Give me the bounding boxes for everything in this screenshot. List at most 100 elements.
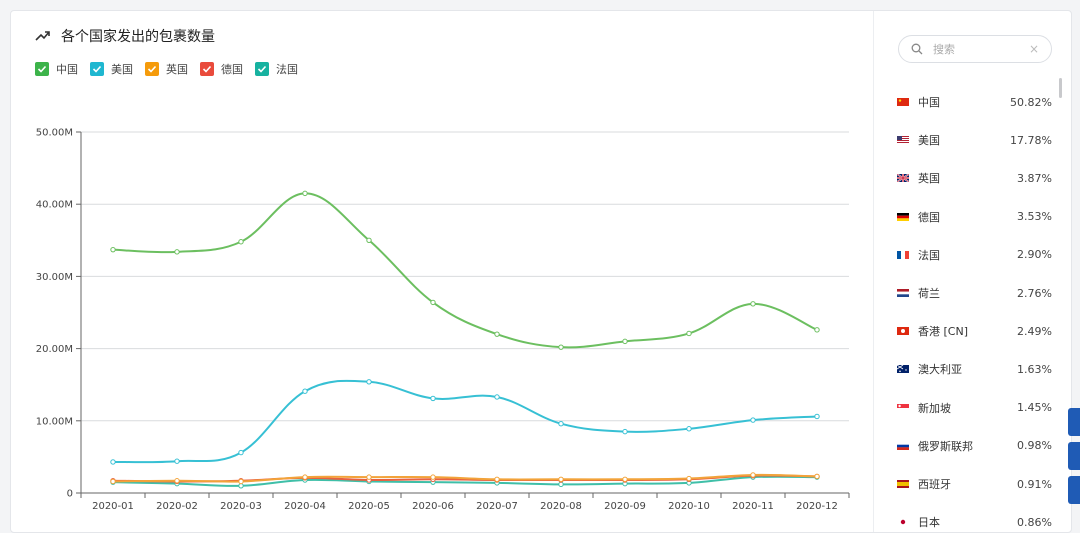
data-point[interactable] xyxy=(302,388,308,394)
data-point[interactable] xyxy=(558,344,564,350)
data-point[interactable] xyxy=(558,481,564,488)
data-point[interactable] xyxy=(174,249,180,255)
data-point[interactable] xyxy=(430,299,436,306)
data-point[interactable] xyxy=(494,476,500,482)
country-name: 西班牙 xyxy=(918,478,951,491)
country-row[interactable]: 法国 2.90% xyxy=(897,244,1052,266)
scrollbar-thumb[interactable] xyxy=(1059,78,1062,98)
country-row[interactable]: 中国 50.82% xyxy=(897,91,1052,113)
data-point[interactable] xyxy=(302,474,308,480)
country-percentage: 0.91% xyxy=(1017,477,1052,491)
checkbox-icon[interactable] xyxy=(35,62,49,76)
x-tick-label: 2020-09 xyxy=(604,501,646,512)
trend-icon xyxy=(35,31,50,41)
data-point[interactable] xyxy=(238,449,244,456)
flag-icon xyxy=(897,212,918,221)
data-point[interactable] xyxy=(430,395,436,402)
country-row[interactable]: 英国 3.87% xyxy=(897,167,1052,189)
y-tick-label: 50.00M xyxy=(36,128,73,139)
data-point[interactable] xyxy=(494,331,500,337)
checkbox-icon[interactable] xyxy=(255,62,269,76)
country-percentage: 2.49% xyxy=(1017,324,1052,338)
country-row[interactable]: 香港 [CN] 2.49% xyxy=(897,320,1052,342)
data-point[interactable] xyxy=(814,473,820,480)
legend-label: 美国 xyxy=(111,63,133,76)
data-point[interactable] xyxy=(238,478,244,485)
data-point[interactable] xyxy=(622,476,628,482)
chart-header: 各个国家发出的包裹数量 xyxy=(35,25,215,47)
data-point[interactable] xyxy=(366,237,372,244)
chart-legend: 中国 美国 英国 德国 法国 xyxy=(35,61,310,77)
flag-icon xyxy=(897,441,918,450)
y-tick-label: 0 xyxy=(67,489,73,500)
data-point[interactable] xyxy=(174,478,180,484)
data-point[interactable] xyxy=(238,239,244,245)
search-input[interactable] xyxy=(931,41,1025,57)
data-point[interactable] xyxy=(750,472,756,478)
country-name: 英国 xyxy=(918,172,940,186)
legend-item[interactable]: 德国 xyxy=(200,61,243,77)
floating-button[interactable] xyxy=(1068,442,1080,470)
data-point[interactable] xyxy=(750,301,756,307)
country-row[interactable]: 澳大利亚 1.63% xyxy=(897,358,1052,380)
data-point[interactable] xyxy=(174,458,180,464)
legend-item[interactable]: 法国 xyxy=(255,61,298,77)
data-point[interactable] xyxy=(366,379,372,385)
country-row[interactable]: 俄罗斯联邦 0.98% xyxy=(897,435,1052,457)
x-tick-label: 2020-08 xyxy=(540,501,582,512)
country-row[interactable]: 美国 17.78% xyxy=(897,129,1052,151)
data-point[interactable] xyxy=(430,474,436,480)
flag-icon xyxy=(897,327,918,336)
data-point[interactable] xyxy=(686,426,692,432)
data-point[interactable] xyxy=(302,190,308,197)
flag-icon xyxy=(897,403,918,412)
data-point[interactable] xyxy=(110,459,116,465)
data-point[interactable] xyxy=(814,413,820,420)
checkbox-icon[interactable] xyxy=(90,62,104,76)
checkbox-icon[interactable] xyxy=(200,62,214,76)
legend-item[interactable]: 中国 xyxy=(35,61,78,77)
data-point[interactable] xyxy=(686,330,692,337)
country-name: 荷兰 xyxy=(918,287,940,300)
data-point[interactable] xyxy=(238,483,244,489)
country-percentage: 2.90% xyxy=(1017,248,1052,262)
flag-icon xyxy=(897,365,918,374)
clear-icon[interactable]: × xyxy=(1029,42,1040,56)
data-point[interactable] xyxy=(814,327,820,333)
country-row[interactable]: 新加坡 1.45% xyxy=(897,397,1052,419)
legend-label: 德国 xyxy=(221,63,243,76)
data-point[interactable] xyxy=(110,246,116,253)
legend-item[interactable]: 美国 xyxy=(90,61,133,77)
country-row[interactable]: 德国 3.53% xyxy=(897,206,1052,228)
x-tick-label: 2020-03 xyxy=(220,501,262,512)
data-point[interactable] xyxy=(558,420,564,427)
country-name: 新加坡 xyxy=(918,401,951,415)
x-tick-label: 2020-10 xyxy=(668,501,710,512)
y-tick-label: 30.00M xyxy=(36,272,73,283)
country-percentage: 1.45% xyxy=(1017,401,1052,415)
checkbox-icon[interactable] xyxy=(145,62,159,76)
country-row[interactable]: 日本 0.86% xyxy=(897,511,1052,532)
legend-item[interactable]: 英国 xyxy=(145,61,188,77)
country-name: 澳大利亚 xyxy=(918,363,962,377)
data-point[interactable] xyxy=(750,417,756,423)
floating-button[interactable] xyxy=(1068,408,1080,436)
legend-label: 中国 xyxy=(56,63,78,76)
flag-icon xyxy=(897,480,918,488)
search-box[interactable]: × xyxy=(898,35,1052,63)
data-point[interactable] xyxy=(558,476,564,482)
flag-icon xyxy=(897,289,918,297)
data-point[interactable] xyxy=(622,338,628,345)
series-line xyxy=(112,192,818,349)
search-icon xyxy=(911,43,923,55)
floating-button[interactable] xyxy=(1068,476,1080,504)
data-point[interactable] xyxy=(110,478,116,485)
legend-label: 英国 xyxy=(166,63,188,76)
country-row[interactable]: 西班牙 0.91% xyxy=(897,473,1052,495)
data-point[interactable] xyxy=(494,394,500,400)
data-point[interactable] xyxy=(622,428,628,435)
data-point[interactable] xyxy=(686,475,692,482)
series-line xyxy=(112,475,818,487)
country-row[interactable]: 荷兰 2.76% xyxy=(897,282,1052,304)
data-point[interactable] xyxy=(366,474,372,480)
